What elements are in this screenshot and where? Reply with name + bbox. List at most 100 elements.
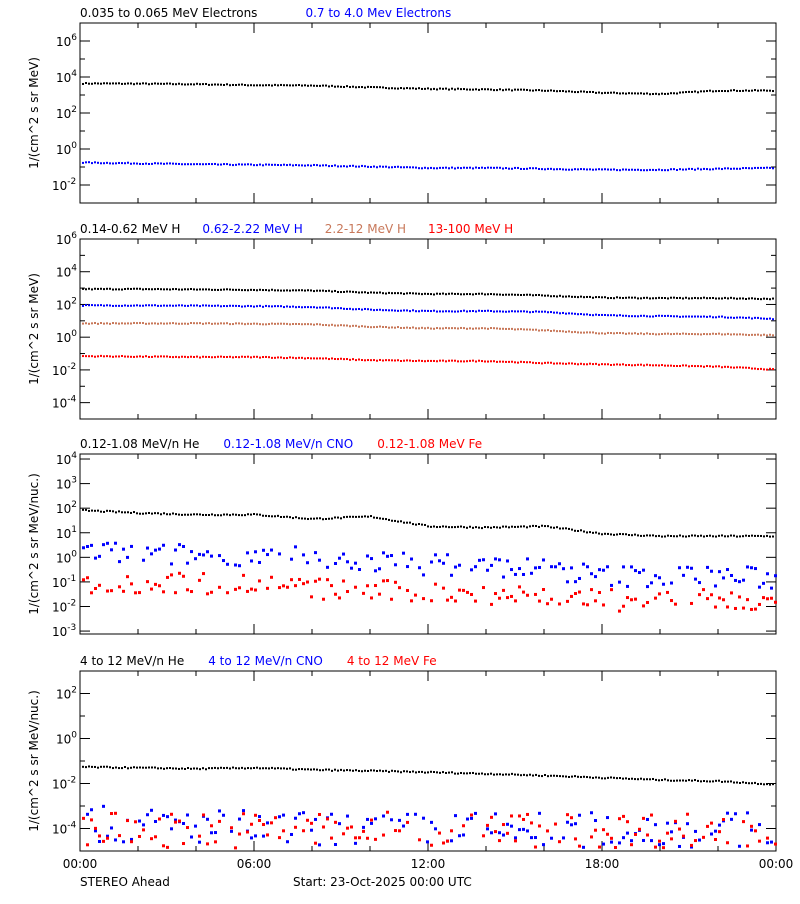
data-point	[328, 85, 330, 88]
data-point	[187, 83, 189, 86]
data-point	[157, 767, 159, 770]
data-point	[582, 602, 585, 606]
data-point	[316, 84, 318, 87]
data-point	[85, 322, 87, 325]
data-point	[688, 297, 690, 300]
data-point	[604, 363, 606, 366]
data-point	[748, 366, 750, 369]
data-point	[517, 525, 519, 528]
data-point	[439, 771, 441, 774]
data-point	[97, 287, 99, 290]
data-point	[745, 89, 747, 92]
data-point	[86, 544, 89, 548]
data-point	[646, 534, 648, 537]
data-point	[664, 297, 666, 300]
data-point	[703, 535, 705, 538]
y-tick-label: 100	[56, 549, 77, 565]
data-point	[511, 525, 513, 528]
data-point	[445, 293, 447, 296]
data-point	[382, 833, 385, 837]
data-point	[666, 590, 669, 594]
data-point	[154, 548, 157, 552]
data-point	[502, 293, 504, 296]
data-point	[733, 89, 735, 92]
data-point	[496, 327, 498, 330]
data-point	[571, 168, 573, 171]
data-point	[289, 305, 291, 308]
data-point	[642, 604, 645, 608]
data-point	[187, 322, 189, 325]
plot-frame	[79, 22, 777, 204]
data-point	[712, 316, 714, 319]
data-point	[190, 83, 192, 86]
data-point	[85, 508, 87, 511]
data-point	[643, 296, 645, 299]
data-point	[205, 82, 207, 85]
data-point	[193, 767, 195, 770]
data-point	[298, 812, 301, 816]
data-point	[469, 772, 471, 775]
y-tick-label: 10-4	[52, 821, 77, 837]
data-point	[82, 287, 84, 290]
data-point	[619, 532, 621, 535]
data-point	[244, 289, 246, 292]
data-point	[466, 88, 468, 91]
data-point	[772, 318, 774, 321]
data-point	[613, 776, 615, 779]
data-point	[758, 585, 761, 589]
data-point	[670, 581, 673, 585]
data-point	[370, 818, 373, 822]
data-point	[494, 812, 497, 816]
data-point	[445, 326, 447, 329]
data-point	[373, 86, 375, 89]
data-point	[709, 89, 711, 92]
data-point	[586, 168, 588, 171]
data-point	[253, 164, 255, 167]
data-point	[88, 161, 90, 164]
data-point	[670, 168, 672, 171]
data-point	[427, 87, 429, 90]
data-point	[628, 777, 630, 780]
data-point	[493, 360, 495, 363]
data-point	[751, 534, 753, 537]
data-point	[331, 323, 333, 326]
data-point	[409, 292, 411, 295]
data-point	[589, 90, 591, 93]
data-point	[307, 768, 309, 771]
data-point	[367, 291, 369, 294]
data-point	[97, 766, 99, 769]
data-point	[85, 288, 87, 291]
data-point	[418, 566, 421, 570]
data-point	[175, 767, 177, 770]
data-point	[481, 360, 483, 363]
data-point	[385, 309, 387, 312]
data-point	[664, 169, 666, 172]
data-point	[127, 82, 129, 85]
data-point	[349, 290, 351, 293]
data-point	[604, 532, 606, 535]
data-point	[547, 311, 549, 314]
data-point	[374, 837, 377, 841]
data-point	[754, 534, 756, 537]
data-point	[646, 92, 648, 95]
data-point	[169, 355, 171, 358]
data-point	[205, 322, 207, 325]
data-point	[697, 535, 699, 538]
data-point	[760, 782, 762, 785]
data-point	[757, 783, 759, 786]
data-point	[568, 330, 570, 333]
data-point	[82, 304, 84, 307]
data-point	[148, 163, 150, 166]
data-point	[304, 289, 306, 292]
data-point	[550, 526, 552, 529]
data-point	[198, 840, 201, 844]
data-point	[301, 289, 303, 292]
data-point	[286, 840, 289, 844]
data-point	[553, 329, 555, 332]
data-point	[640, 332, 642, 335]
data-point	[454, 359, 456, 362]
data-point	[706, 565, 709, 569]
data-point	[202, 288, 204, 291]
data-point	[262, 289, 264, 292]
